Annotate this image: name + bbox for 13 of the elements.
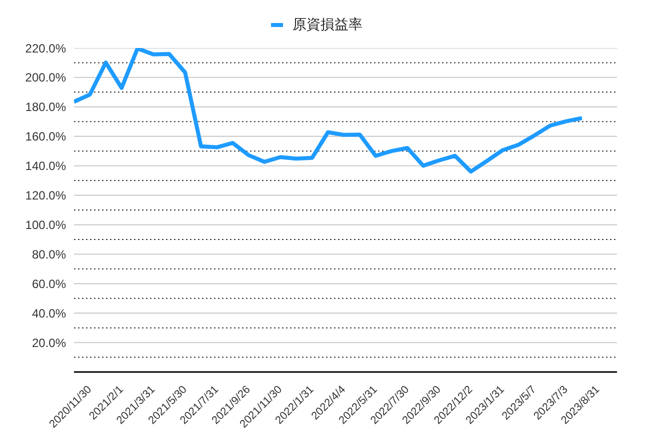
y-tick-label: 100.0% [25, 218, 66, 232]
y-tick-label: 20.0% [32, 336, 66, 350]
legend-label: 原資損益率 [292, 16, 362, 34]
y-tick-label: 120.0% [25, 188, 66, 203]
y-tick-label: 220.0% [25, 41, 66, 56]
y-tick-label: 180.0% [25, 100, 66, 114]
y-tick-label: 60.0% [32, 276, 66, 291]
y-tick-label: 160.0% [25, 130, 66, 144]
y-tick-label: 80.0% [32, 247, 66, 262]
line-series [74, 48, 582, 174]
y-tick-label: 40.0% [32, 306, 66, 320]
y-tick-label: 200.0% [25, 70, 66, 85]
y-tick-label: 140.0% [25, 159, 66, 174]
